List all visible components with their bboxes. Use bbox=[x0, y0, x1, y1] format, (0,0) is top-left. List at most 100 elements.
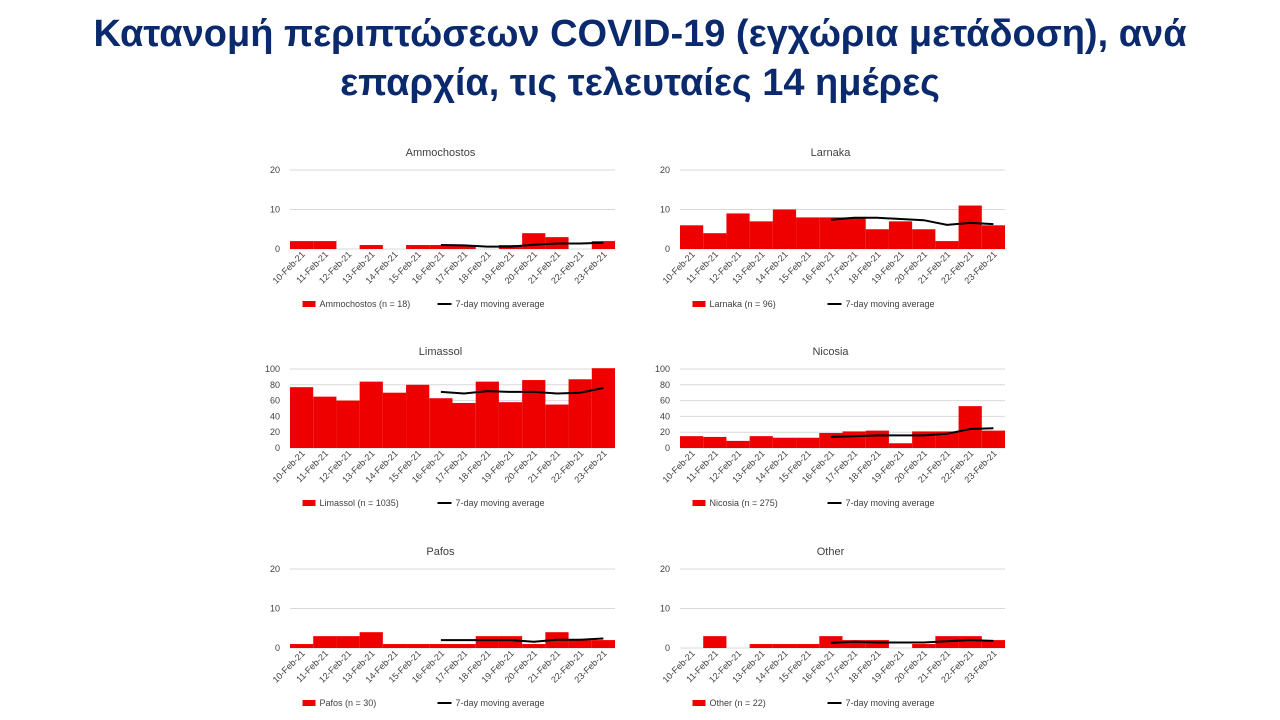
bar bbox=[406, 245, 430, 249]
y-tick-label: 0 bbox=[665, 643, 670, 653]
bar bbox=[703, 636, 727, 648]
bar bbox=[749, 436, 773, 448]
chart-svg: Ammochostos0102010-Feb-2111-Feb-2112-Feb… bbox=[270, 147, 615, 309]
y-tick-label: 80 bbox=[660, 380, 670, 390]
bar bbox=[796, 644, 820, 648]
bar bbox=[796, 217, 820, 249]
chart-svg: Pafos0102010-Feb-2111-Feb-2112-Feb-2113-… bbox=[270, 546, 615, 708]
chart-title: Ammochostos bbox=[406, 147, 476, 159]
bar bbox=[726, 213, 750, 249]
moving-average-line bbox=[830, 427, 994, 438]
bar bbox=[819, 432, 843, 448]
legend-label-bar: Ammochostos (n = 18) bbox=[320, 299, 411, 309]
legend-label-line: 7-day moving average bbox=[456, 498, 545, 508]
bar bbox=[912, 644, 936, 648]
bar bbox=[865, 229, 889, 249]
bar bbox=[703, 436, 727, 448]
y-tick-label: 20 bbox=[270, 165, 280, 175]
bar bbox=[958, 406, 982, 448]
bar bbox=[336, 400, 360, 448]
legend-swatch-bar bbox=[692, 700, 706, 706]
chart-svg: Larnaka0102010-Feb-2111-Feb-2112-Feb-211… bbox=[660, 147, 1005, 309]
legend-label-bar: Limassol (n = 1035) bbox=[320, 498, 399, 508]
y-tick-label: 0 bbox=[275, 443, 280, 453]
bar bbox=[429, 644, 453, 648]
chart-title: Limassol bbox=[419, 346, 462, 358]
bar bbox=[522, 380, 546, 448]
bar bbox=[475, 636, 499, 648]
bar bbox=[981, 640, 1005, 648]
bar bbox=[842, 217, 866, 249]
bar bbox=[935, 431, 959, 448]
chart-title: Other bbox=[817, 546, 845, 558]
y-tick-label: 10 bbox=[660, 205, 670, 215]
bar bbox=[726, 440, 750, 448]
bar bbox=[703, 233, 727, 249]
chart-nicosia: Nicosia 0 20 40 60 80 100 10-Feb-21 11-Feb-21 12-… bbox=[630, 341, 1015, 511]
page-title: Κατανομή περιπτώσεων COVID-19 (εγχώρια μ… bbox=[0, 10, 1280, 108]
bar bbox=[842, 640, 866, 648]
bar bbox=[865, 430, 889, 448]
bar bbox=[429, 245, 453, 249]
y-tick-label: 100 bbox=[265, 364, 280, 374]
legend-label-line: 7-day moving average bbox=[456, 698, 545, 708]
bar bbox=[290, 241, 314, 249]
bar bbox=[591, 241, 615, 249]
legend-label-bar: Pafos (n = 30) bbox=[320, 698, 377, 708]
bar bbox=[522, 233, 546, 249]
legend-swatch-bar bbox=[302, 500, 316, 506]
y-tick-label: 20 bbox=[660, 427, 670, 437]
y-tick-label: 10 bbox=[270, 604, 280, 614]
bar bbox=[772, 209, 797, 249]
bar bbox=[749, 221, 773, 249]
chart-larnaka: Larnaka 0 10 20 10-Feb-21 11-Feb-21 12-Feb-21 1… bbox=[630, 142, 1015, 312]
y-tick-label: 0 bbox=[665, 244, 670, 254]
legend-label-line: 7-day moving average bbox=[846, 698, 935, 708]
chart-svg: Nicosia02040608010010-Feb-2111-Feb-2112-… bbox=[655, 346, 1005, 508]
y-tick-label: 20 bbox=[270, 564, 280, 574]
legend-label-line: 7-day moving average bbox=[456, 299, 545, 309]
y-tick-label: 0 bbox=[275, 643, 280, 653]
bar bbox=[772, 437, 797, 448]
y-tick-label: 0 bbox=[665, 443, 670, 453]
bar bbox=[429, 398, 453, 448]
y-tick-label: 20 bbox=[660, 165, 670, 175]
bar bbox=[568, 379, 592, 448]
page-title-line-2: επαρχία, τις τελευταίες 14 ημέρες bbox=[340, 62, 940, 104]
bar bbox=[313, 396, 337, 448]
bar bbox=[865, 640, 889, 648]
chart-svg: Limassol02040608010010-Feb-2111-Feb-2112… bbox=[265, 346, 615, 508]
bar bbox=[313, 636, 337, 648]
bar bbox=[749, 644, 773, 648]
bar bbox=[498, 636, 523, 648]
legend-swatch-bar bbox=[692, 301, 706, 307]
bar bbox=[912, 229, 936, 249]
moving-average-line bbox=[440, 241, 604, 248]
chart-other: Other 0 10 20 10-Feb-21 11-Feb-21 12-Feb-21 13-… bbox=[630, 541, 1015, 711]
bar bbox=[958, 205, 982, 249]
bar bbox=[313, 241, 337, 249]
moving-average-line bbox=[830, 216, 994, 226]
bar bbox=[591, 640, 615, 648]
bar bbox=[406, 384, 430, 448]
y-tick-label: 10 bbox=[270, 205, 280, 215]
bar bbox=[290, 387, 314, 448]
chart-title: Nicosia bbox=[812, 346, 849, 358]
y-tick-label: 60 bbox=[270, 396, 280, 406]
y-tick-label: 80 bbox=[270, 380, 280, 390]
bar bbox=[452, 402, 476, 448]
moving-average-line bbox=[440, 637, 604, 643]
bar bbox=[591, 368, 615, 448]
bar bbox=[888, 443, 913, 448]
legend-label-line: 7-day moving average bbox=[846, 299, 935, 309]
bar bbox=[842, 431, 866, 448]
bar bbox=[796, 437, 820, 448]
chart-pafos: Pafos 0 10 20 10-Feb-21 11-Feb-21 12-Feb-21 13-… bbox=[240, 541, 625, 711]
moving-average-line bbox=[440, 387, 604, 395]
y-tick-label: 0 bbox=[275, 244, 280, 254]
legend-swatch-bar bbox=[302, 700, 316, 706]
legend-label-bar: Larnaka (n = 96) bbox=[710, 299, 776, 309]
bar bbox=[545, 404, 569, 448]
y-tick-label: 20 bbox=[660, 564, 670, 574]
y-tick-label: 10 bbox=[660, 604, 670, 614]
